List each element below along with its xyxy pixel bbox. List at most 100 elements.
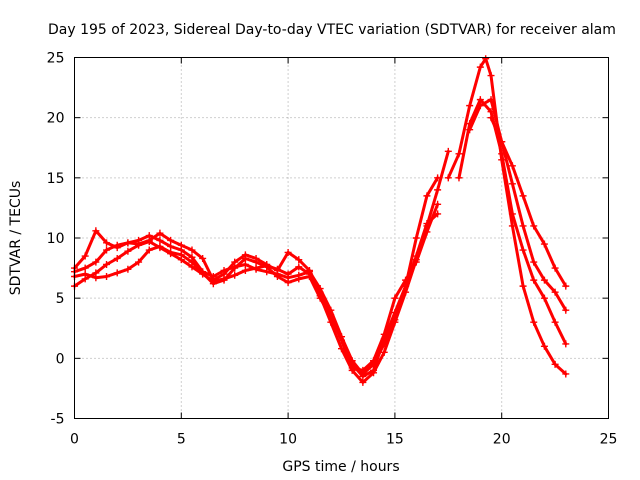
- data-point: [273, 266, 281, 274]
- data-point: [476, 63, 484, 71]
- data-point: [562, 306, 570, 314]
- data-point: [231, 271, 239, 279]
- data-point: [530, 258, 538, 266]
- data-point: [103, 239, 111, 247]
- data-point: [519, 282, 527, 290]
- data-point: [231, 258, 239, 266]
- data-point: [177, 251, 185, 259]
- series-track-7: [466, 96, 570, 314]
- data-point: [476, 102, 484, 110]
- data-point: [348, 364, 356, 372]
- y-tick-label: 25: [47, 51, 65, 67]
- data-point: [508, 162, 516, 170]
- y-tick-label: -5: [51, 412, 65, 428]
- data-point: [487, 96, 495, 104]
- data-point: [530, 276, 538, 284]
- data-point: [423, 228, 431, 236]
- x-tick-label: 20: [493, 432, 511, 448]
- data-point: [338, 336, 345, 344]
- data-point: [103, 273, 111, 281]
- data-point: [444, 174, 452, 182]
- y-tick-label: 10: [47, 231, 65, 247]
- data-point: [434, 186, 442, 194]
- series-line: [468, 98, 568, 312]
- data-point: [551, 264, 559, 272]
- data-point: [519, 222, 527, 230]
- data-point: [81, 264, 89, 272]
- data-point: [220, 276, 228, 284]
- data-point: [466, 102, 474, 110]
- data-point: [455, 174, 463, 182]
- data-point: [444, 147, 452, 155]
- data-point: [482, 55, 490, 63]
- data-point: [370, 357, 378, 365]
- data-point: [540, 342, 548, 350]
- data-point: [145, 236, 153, 244]
- series-track-3: [71, 210, 442, 380]
- data-point: [241, 251, 249, 259]
- x-tick-label: 10: [279, 432, 297, 448]
- data-point: [241, 260, 249, 268]
- chart-title: Day 195 of 2023, Sidereal Day-to-day VTE…: [48, 22, 616, 38]
- data-point: [124, 239, 132, 247]
- data-point: [92, 227, 100, 235]
- data-point: [199, 269, 207, 277]
- data-point: [156, 229, 164, 237]
- x-tick-label: 25: [600, 432, 618, 448]
- x-tick-label: 0: [70, 432, 79, 448]
- series-line: [73, 149, 450, 384]
- data-point: [412, 258, 420, 266]
- data-point: [81, 270, 89, 278]
- data-point: [455, 150, 463, 158]
- data-point: [519, 192, 527, 200]
- data-point: [402, 276, 410, 284]
- data-point: [508, 210, 516, 218]
- data-point: [167, 242, 175, 250]
- data-series: [71, 55, 570, 386]
- data-point: [103, 260, 111, 268]
- series-line: [489, 116, 568, 288]
- data-point: [359, 366, 367, 374]
- data-point: [167, 248, 175, 256]
- data-point: [295, 275, 303, 283]
- data-point: [359, 378, 367, 386]
- data-point: [412, 234, 420, 242]
- data-point: [92, 258, 100, 266]
- data-point: [327, 311, 335, 319]
- data-point: [156, 242, 164, 250]
- data-point: [113, 254, 121, 262]
- data-point: [380, 348, 388, 356]
- data-point: [487, 72, 495, 80]
- data-point: [370, 366, 378, 374]
- data-point: [562, 370, 570, 378]
- data-point: [316, 288, 324, 296]
- data-point: [252, 254, 260, 262]
- y-tick-label: 5: [56, 291, 65, 307]
- data-point: [305, 266, 313, 274]
- data-point: [359, 372, 367, 380]
- data-point: [540, 276, 548, 284]
- data-point: [519, 246, 527, 254]
- data-point: [284, 270, 292, 278]
- y-tick-label: 20: [47, 111, 65, 127]
- data-point: [145, 246, 153, 254]
- series-track-5: [444, 55, 570, 378]
- data-point: [434, 200, 442, 208]
- data-point: [188, 258, 196, 266]
- data-point: [551, 288, 559, 296]
- x-tick-label: 15: [386, 432, 404, 448]
- data-point: [284, 279, 292, 287]
- data-point: [391, 309, 399, 317]
- data-point: [498, 138, 506, 146]
- data-point: [135, 240, 143, 248]
- data-point: [530, 222, 538, 230]
- data-point: [177, 241, 185, 249]
- data-point: [231, 264, 239, 272]
- data-point: [380, 330, 388, 338]
- data-point: [508, 180, 516, 188]
- series-track-8: [487, 114, 570, 290]
- data-point: [551, 360, 559, 368]
- data-point: [124, 247, 132, 255]
- data-point: [466, 126, 474, 134]
